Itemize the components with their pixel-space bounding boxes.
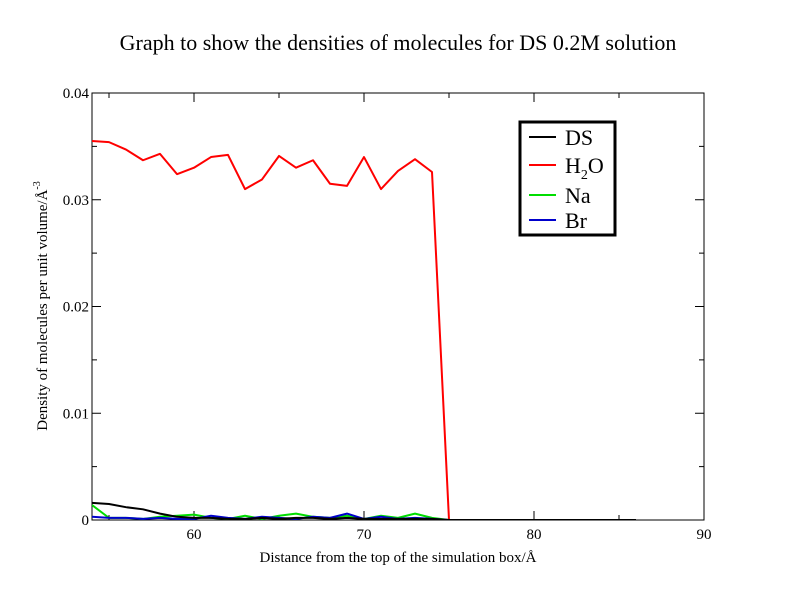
series-line-na bbox=[92, 504, 636, 520]
legend: DS H2O Na Br bbox=[518, 120, 617, 237]
legend-label-na: Na bbox=[565, 183, 591, 208]
legend-box bbox=[518, 120, 617, 237]
x-tick-label-60: 60 bbox=[187, 527, 202, 543]
y-tick-label-0.04: 0.04 bbox=[63, 86, 90, 102]
series-lines bbox=[92, 140, 636, 520]
series-line-h2o bbox=[92, 140, 636, 520]
y-tick-label-0.03: 0.03 bbox=[63, 193, 89, 209]
legend-label-h2o-h: H bbox=[565, 153, 581, 178]
y-axis-label: Density of molecules per unit volume/Å-3 bbox=[32, 181, 51, 431]
legend-label-br: Br bbox=[565, 208, 588, 233]
y-tick-label-0.02: 0.02 bbox=[63, 300, 89, 316]
y-tick-label-0.01: 0.01 bbox=[63, 406, 89, 422]
y-axis-label-text: Density of molecules per unit volume/Å bbox=[35, 189, 51, 430]
y-tick-label-0: 0 bbox=[82, 513, 90, 529]
legend-label-ds: DS bbox=[565, 125, 593, 150]
tick-labels: 60 70 80 90 0 0.01 0.02 0.03 0.04 bbox=[63, 86, 712, 543]
x-axis-label: Distance from the top of the simulation … bbox=[259, 550, 536, 566]
x-tick-label-90: 90 bbox=[697, 527, 712, 543]
y-axis-label-exponent: -3 bbox=[32, 181, 43, 189]
axis-ticks bbox=[92, 92, 705, 521]
x-tick-label-80: 80 bbox=[527, 527, 542, 543]
legend-label-h2o-sub: 2 bbox=[581, 168, 588, 183]
legend-label-h2o: H2O bbox=[565, 153, 604, 183]
series-line-ds bbox=[92, 501, 636, 520]
x-tick-label-70: 70 bbox=[357, 527, 372, 543]
chart-title: Graph to show the densities of molecules… bbox=[120, 30, 677, 55]
legend-label-h2o-o: O bbox=[588, 153, 604, 178]
